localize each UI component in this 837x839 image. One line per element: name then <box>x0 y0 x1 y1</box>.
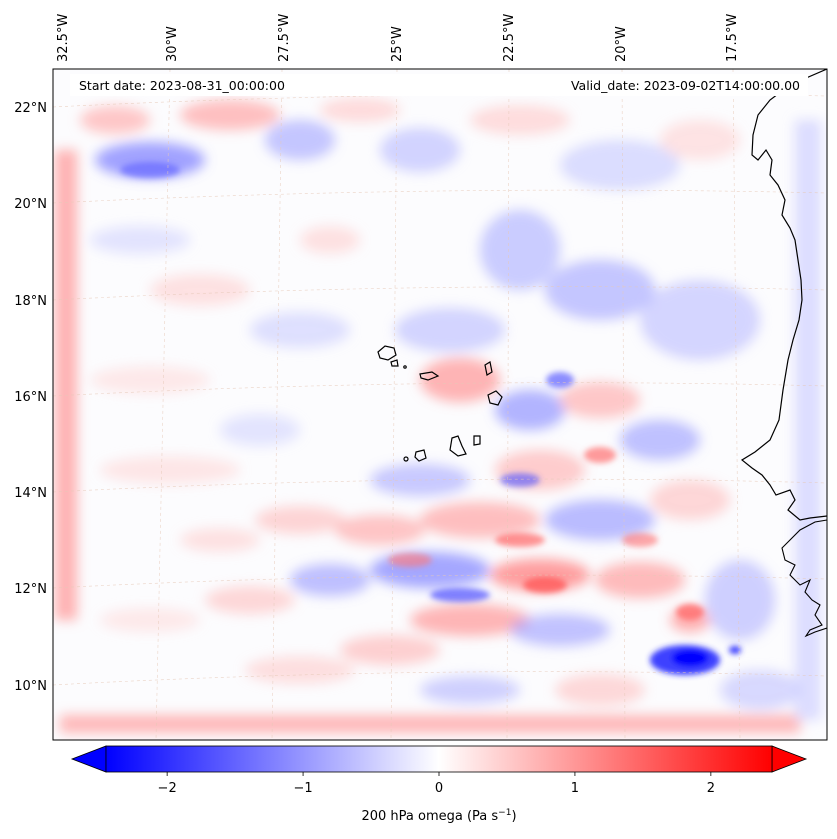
longitude-labels: 32.5°W 30°W 27.5°W 25°W 22.5°W 20°W 17.5… <box>56 14 740 62</box>
start-date-label: Start date: 2023-08-31_00:00:00 <box>79 78 285 93</box>
colorbar: −2 −1 0 1 2 200 hPa omega (Pa s−1) <box>70 745 808 824</box>
omega-field-detail <box>120 162 741 675</box>
colorbar-tick-label: 0 <box>435 781 443 796</box>
lat-label-22n: 22°N <box>14 101 47 116</box>
colorbar-tick-label: 1 <box>571 781 579 796</box>
colorbar-ticks: −2 −1 0 1 2 <box>158 772 715 796</box>
colorbar-extend-max <box>771 745 808 773</box>
lon-label-22-5w: 22.5°W <box>502 14 517 62</box>
valid-date-label: Valid_date: 2023-09-02T14:00:00.00 <box>571 78 800 93</box>
coastline-africa <box>740 69 827 521</box>
colorbar-tick-label: 2 <box>707 781 715 796</box>
lat-label-12n: 12°N <box>14 582 47 597</box>
map-panel <box>53 69 827 740</box>
lon-label-32-5w: 32.5°W <box>56 14 71 62</box>
map-frame <box>52 68 828 741</box>
graticule <box>53 69 827 740</box>
latitude-labels: 22°N 20°N 18°N 16°N 14°N 12°N 10°N <box>14 101 47 694</box>
cape-verde-islands <box>377 345 503 462</box>
lat-label-14n: 14°N <box>14 486 47 501</box>
lon-label-25w: 25°W <box>390 26 405 62</box>
coastline-guinea <box>781 519 827 638</box>
omega-field <box>55 98 821 733</box>
colorbar-extend-min <box>70 745 107 773</box>
lon-label-27-5w: 27.5°W <box>277 14 292 62</box>
lat-label-10n: 10°N <box>14 679 47 694</box>
lat-label-18n: 18°N <box>14 294 47 309</box>
colorbar-tick-label: −2 <box>158 781 177 796</box>
lat-label-16n: 16°N <box>14 390 47 405</box>
colorbar-label: 200 hPa omega (Pa s−1) <box>361 808 516 824</box>
lon-label-20w: 20°W <box>614 26 629 62</box>
header-box <box>70 74 808 96</box>
lat-label-20n: 20°N <box>14 197 47 212</box>
lon-label-30w: 30°W <box>165 26 180 62</box>
colorbar-bar <box>105 745 773 773</box>
lon-label-17-5w: 17.5°W <box>725 14 740 62</box>
colorbar-tick-label: −1 <box>293 781 312 796</box>
